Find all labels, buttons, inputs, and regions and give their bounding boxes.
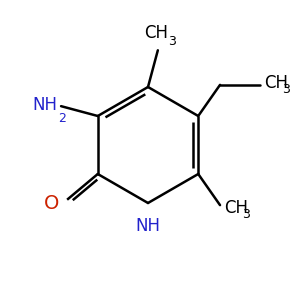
- Text: NH: NH: [136, 217, 160, 235]
- Text: 2: 2: [58, 112, 66, 125]
- Text: O: O: [44, 194, 59, 213]
- Text: CH: CH: [264, 74, 288, 92]
- Text: 3: 3: [242, 208, 250, 220]
- Text: 3: 3: [282, 83, 290, 96]
- Text: CH: CH: [224, 199, 248, 217]
- Text: NH: NH: [32, 96, 57, 114]
- Text: 3: 3: [168, 35, 176, 48]
- Text: CH: CH: [144, 24, 168, 42]
